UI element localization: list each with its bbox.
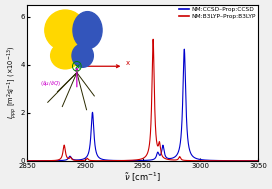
Legend: NM:CCSD–Prop:CCSD, NM:B3LYP–Prop:B3LYP: NM:CCSD–Prop:CCSD, NM:B3LYP–Prop:B3LYP (177, 6, 257, 20)
Y-axis label: $I_{ppp}$ [m$^{2}$sJ$^{-1}$] ($\times10^{-13}$): $I_{ppp}$ [m$^{2}$sJ$^{-1}$] ($\times10^… (5, 46, 18, 119)
X-axis label: $\tilde{\nu}$ [cm$^{-1}$]: $\tilde{\nu}$ [cm$^{-1}$] (124, 171, 161, 184)
